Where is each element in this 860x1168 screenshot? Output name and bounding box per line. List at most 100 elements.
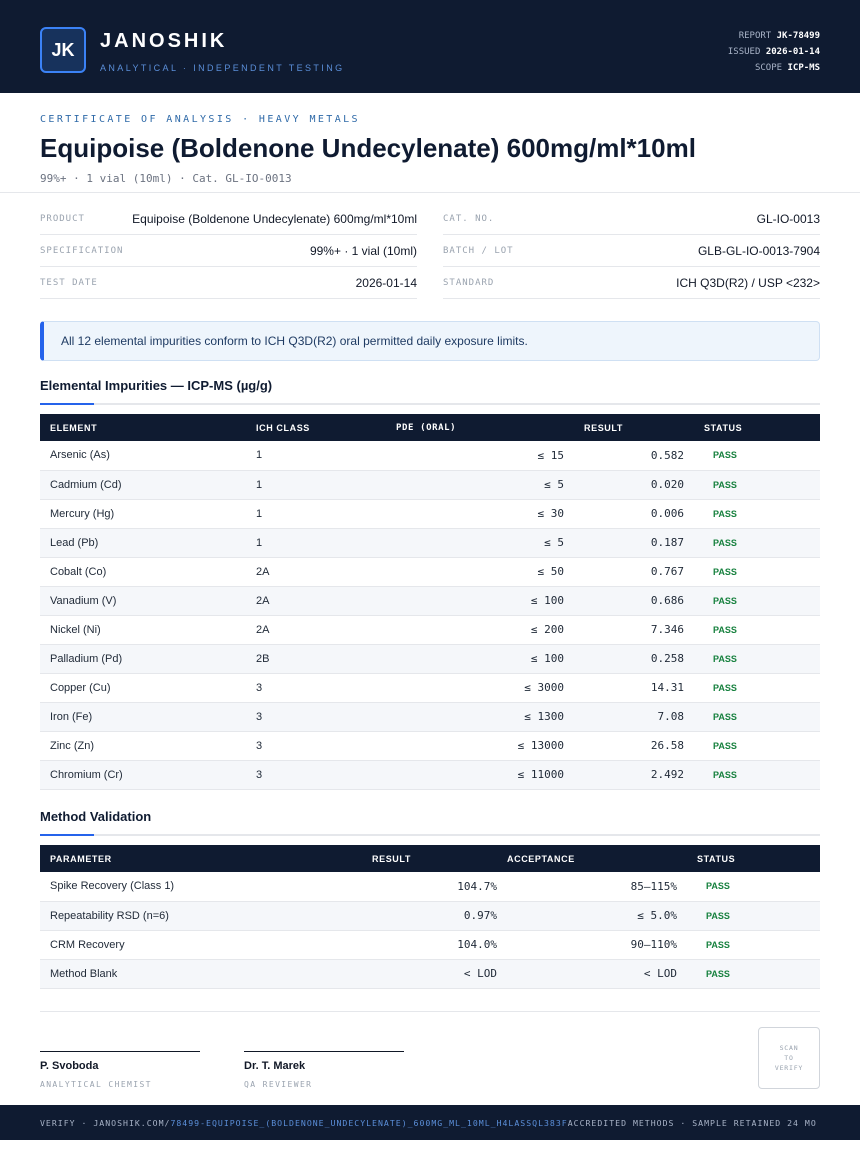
class-cell: 2A	[246, 557, 386, 587]
status-badge: PASS	[694, 470, 820, 500]
class-cell: 2A	[246, 615, 386, 645]
pde-cell: ≤ 3000	[386, 673, 574, 703]
status-badge: PASS	[694, 586, 820, 616]
info-row-standard: STANDARD ICH Q3D(R2) / USP <232>	[443, 267, 820, 299]
table-row: Copper (Cu) 3 ≤ 3000 14.31 PASS	[40, 673, 820, 703]
report-header: JK JANOSHIK ANALYTICAL · INDEPENDENT TES…	[0, 0, 860, 93]
class-cell: 1	[246, 499, 386, 529]
table-row: Zinc (Zn) 3 ≤ 13000 26.58 PASS	[40, 731, 820, 761]
table-row: Palladium (Pd) 2B ≤ 100 0.258 PASS	[40, 644, 820, 674]
result-cell: 0.187	[574, 528, 694, 558]
signature-reviewer: Dr. T. Marek QA REVIEWER	[244, 1051, 404, 1089]
pde-cell: ≤ 100	[386, 586, 574, 616]
verify-link[interactable]: 78499-EQUIPOISE_(BOLDENONE_UNDECYLENATE)…	[170, 1117, 568, 1128]
validation-table: PARAMETER RESULT ACCEPTANCE STATUS Spike…	[40, 845, 820, 989]
col-parameter: PARAMETER	[50, 853, 112, 864]
signature-analyst: P. Svoboda ANALYTICAL CHEMIST	[40, 1051, 200, 1089]
document-eyebrow: CERTIFICATE OF ANALYSIS · HEAVY METALS	[40, 114, 360, 125]
table-header-row: ELEMENT ICH CLASS PDE (ORAL) RESULT STAT…	[40, 414, 820, 441]
acceptance-cell: 85–115%	[507, 872, 687, 902]
status-badge: PASS	[694, 760, 820, 790]
conformance-notice: All 12 elemental impurities conform to I…	[40, 321, 820, 361]
pde-cell: ≤ 15	[386, 441, 574, 471]
signer-name: Dr. T. Marek	[244, 1060, 306, 1072]
col-acceptance: ACCEPTANCE	[507, 853, 575, 864]
info-grid-left: PRODUCT Equipoise (Boldenone Undecylenat…	[40, 203, 417, 299]
pde-cell: ≤ 5	[386, 470, 574, 500]
col-element: ELEMENT	[50, 422, 98, 433]
pde-cell: ≤ 30	[386, 499, 574, 529]
report-meta: REPORT JK-78499 ISSUED 2026-01-14 SCOPE …	[728, 28, 820, 76]
info-row-batch-lot: BATCH / LOT GLB-GL-IO-0013-7904	[443, 235, 820, 267]
signature-line	[40, 1051, 200, 1052]
pde-cell: ≤ 100	[386, 644, 574, 674]
result-cell: 0.020	[574, 470, 694, 500]
table-row: Lead (Pb) 1 ≤ 5 0.187 PASS	[40, 528, 820, 558]
signer-role: QA REVIEWER	[244, 1080, 313, 1089]
page-subtitle: 99%+ · 1 vial (10ml) · Cat. GL-IO-0013	[40, 172, 292, 185]
status-badge: PASS	[687, 901, 820, 931]
divider	[0, 192, 860, 193]
info-row-specification: SPECIFICATION 99%+ · 1 vial (10ml)	[40, 235, 417, 267]
table-row: Nickel (Ni) 2A ≤ 200 7.346 PASS	[40, 615, 820, 645]
result-cell: 0.006	[574, 499, 694, 529]
status-badge: PASS	[694, 557, 820, 587]
parameter-cell: Method Blank	[40, 959, 372, 989]
report-id: REPORT JK-78499	[738, 31, 820, 41]
pde-cell: ≤ 13000	[386, 731, 574, 761]
divider	[40, 1011, 820, 1012]
table-row: Vanadium (V) 2A ≤ 100 0.686 PASS	[40, 586, 820, 616]
status-badge: PASS	[694, 441, 820, 471]
parameter-cell: Spike Recovery (Class 1)	[40, 872, 372, 902]
result-cell: 14.31	[574, 673, 694, 703]
col-status: STATUS	[697, 853, 736, 864]
class-cell: 3	[246, 731, 386, 761]
col-result: RESULT	[584, 422, 623, 433]
info-grid-right: CAT. NO. GL-IO-0013 BATCH / LOT GLB-GL-I…	[443, 203, 820, 299]
class-cell: 2B	[246, 644, 386, 674]
table-header-row: PARAMETER RESULT ACCEPTANCE STATUS	[40, 845, 820, 872]
page-title: Equipoise (Boldenone Undecylenate) 600mg…	[40, 133, 696, 163]
class-cell: 3	[246, 702, 386, 732]
report-footer: VERIFY · JANOSHIK.COM/78499-EQUIPOISE_(B…	[0, 1105, 860, 1140]
element-cell: Vanadium (V)	[40, 586, 246, 616]
footer-suffix: ACCREDITED METHODS · SAMPLE RETAINED 24 …	[567, 1117, 817, 1128]
brand-name: JANOSHIK	[100, 30, 228, 52]
result-cell: 0.767	[574, 557, 694, 587]
status-badge: PASS	[694, 731, 820, 761]
pde-cell: ≤ 200	[386, 615, 574, 645]
pde-cell: ≤ 11000	[386, 760, 574, 790]
issued-date: ISSUED 2026-01-14	[727, 47, 820, 57]
section-rule	[40, 403, 820, 405]
acceptance-cell: < LOD	[507, 959, 687, 989]
class-cell: 1	[246, 441, 386, 471]
footer-prefix: VERIFY · JANOSHIK.COM/	[40, 1117, 171, 1128]
result-cell: 104.0%	[372, 930, 507, 960]
acceptance-cell: ≤ 5.0%	[507, 901, 687, 931]
status-badge: PASS	[694, 644, 820, 674]
class-cell: 1	[246, 470, 386, 500]
table-row: Cobalt (Co) 2A ≤ 50 0.767 PASS	[40, 557, 820, 587]
brand-logo: JK	[40, 27, 86, 73]
impurities-table: ELEMENT ICH CLASS PDE (ORAL) RESULT STAT…	[40, 414, 820, 790]
signer-name: P. Svoboda	[40, 1060, 99, 1072]
col-result: RESULT	[372, 853, 411, 864]
status-badge: PASS	[694, 615, 820, 645]
section-rule	[40, 834, 820, 836]
parameter-cell: Repeatability RSD (n=6)	[40, 901, 372, 931]
verify-qr-box[interactable]: SCAN TO VERIFY	[758, 1027, 820, 1089]
result-cell: 0.258	[574, 644, 694, 674]
acceptance-cell: 90–110%	[507, 930, 687, 960]
result-cell: 0.97%	[372, 901, 507, 931]
element-cell: Iron (Fe)	[40, 702, 246, 732]
col-ich-class: ICH CLASS	[256, 422, 310, 433]
result-cell: 0.686	[574, 586, 694, 616]
element-cell: Zinc (Zn)	[40, 731, 246, 761]
status-badge: PASS	[694, 702, 820, 732]
result-cell: 7.346	[574, 615, 694, 645]
status-badge: PASS	[694, 673, 820, 703]
class-cell: 3	[246, 760, 386, 790]
table-row: Spike Recovery (Class 1) 104.7% 85–115% PAS…	[40, 872, 820, 902]
pde-cell: ≤ 5	[386, 528, 574, 558]
scope: SCOPE ICP-MS	[754, 63, 820, 73]
